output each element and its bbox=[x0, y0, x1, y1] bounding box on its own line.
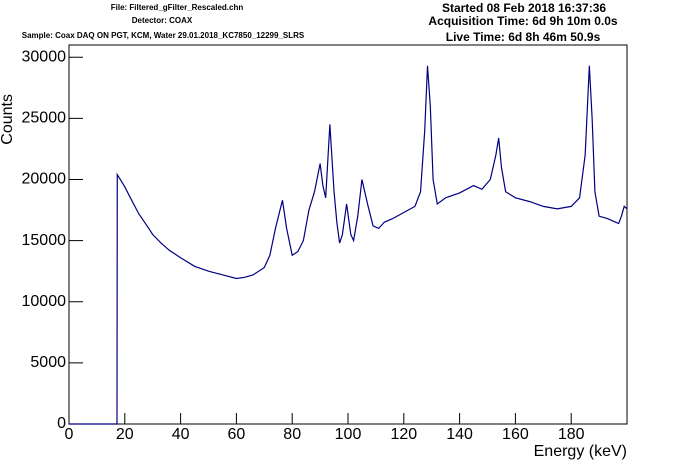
x-tick-label: 40 bbox=[172, 426, 190, 443]
x-tick-label: 120 bbox=[390, 426, 417, 443]
y-tick-label: 5000 bbox=[30, 354, 66, 371]
x-tick-label: 160 bbox=[502, 426, 529, 443]
y-tick-label: 0 bbox=[57, 415, 66, 432]
y-axis-label: Counts bbox=[0, 94, 16, 145]
x-tick-label: 0 bbox=[65, 426, 74, 443]
header-file: File: Filtered_gFilter_Rescaled.chn bbox=[111, 3, 244, 12]
y-tick-label: 25000 bbox=[22, 110, 67, 127]
header-live-time: Live Time: 6d 8h 46m 50.9s bbox=[446, 30, 601, 44]
header-started: Started 08 Feb 2018 16:37:36 bbox=[442, 1, 606, 15]
x-tick-label: 80 bbox=[283, 426, 301, 443]
y-tick-label: 30000 bbox=[22, 48, 67, 65]
x-tick-label: 180 bbox=[558, 426, 585, 443]
header-detector: Detector: COAX bbox=[132, 16, 193, 25]
y-tick-label: 15000 bbox=[22, 232, 67, 249]
header-acq-time: Acquisition Time: 6d 9h 10m 0.0s bbox=[428, 14, 617, 28]
spectrum-line bbox=[69, 65, 628, 425]
x-tick-label: 60 bbox=[228, 426, 246, 443]
x-tick-label: 100 bbox=[335, 426, 362, 443]
y-tick-label: 10000 bbox=[22, 293, 67, 310]
header-sample: Sample: Coax DAQ ON PGT, KCM, Water 29.0… bbox=[22, 31, 305, 40]
y-tick-label: 20000 bbox=[22, 171, 67, 188]
x-tick-label: 140 bbox=[446, 426, 473, 443]
x-axis-label: Energy (keV) bbox=[534, 443, 627, 460]
x-tick-label: 20 bbox=[116, 426, 134, 443]
